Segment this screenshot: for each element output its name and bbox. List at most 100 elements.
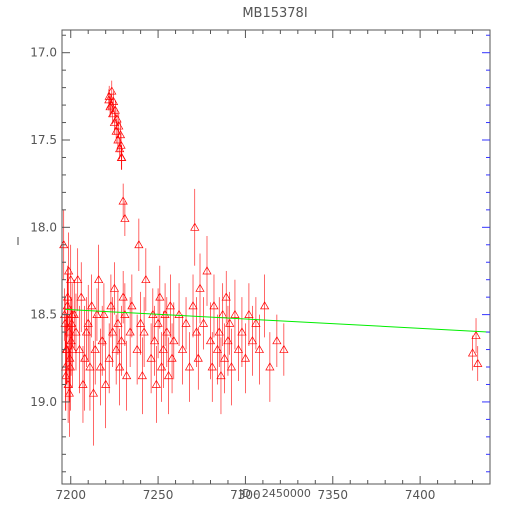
data-point: [88, 388, 99, 397]
x-tick-label: 7250: [143, 488, 174, 502]
data-point: [473, 358, 483, 367]
data-point: [113, 318, 123, 327]
data-point: [108, 327, 118, 336]
data-point: [146, 353, 156, 362]
data-point: [127, 301, 137, 310]
data-point: [94, 274, 104, 284]
data-point: [122, 371, 132, 380]
data-point: [137, 371, 147, 380]
data-point: [260, 301, 270, 310]
data-point: [467, 348, 478, 357]
data-point: [188, 301, 198, 310]
y-tick-label: 18.5: [30, 308, 57, 322]
data-point: [87, 301, 97, 310]
data-point: [244, 309, 254, 318]
data-point: [184, 362, 195, 371]
y-tick-label: 19.0: [30, 395, 57, 409]
data-point: [177, 344, 188, 353]
y-axis-label: I: [16, 235, 19, 248]
data-point: [219, 353, 230, 362]
x-tick-label: 7350: [318, 488, 349, 502]
data-point: [190, 222, 200, 231]
trend-line: [65, 308, 491, 333]
data-point: [237, 327, 247, 336]
data-point: [117, 152, 127, 161]
data-point: [67, 318, 77, 327]
data-point: [74, 344, 85, 353]
data-point: [230, 309, 240, 318]
data-point: [233, 344, 244, 353]
data-point: [225, 318, 235, 327]
data-marks: [59, 80, 483, 446]
data-point: [265, 362, 275, 371]
data-point: [60, 309, 70, 318]
data-point: [169, 336, 179, 345]
data-point: [65, 362, 75, 371]
data-point: [141, 274, 151, 284]
data-point: [207, 362, 217, 371]
data-point: [120, 309, 130, 318]
data-point: [165, 301, 175, 310]
data-point: [116, 140, 126, 149]
data-point: [195, 283, 205, 292]
data-point: [155, 292, 165, 301]
data-point: [247, 336, 258, 345]
data-point: [61, 371, 71, 380]
data-point: [136, 318, 146, 327]
data-point: [105, 102, 115, 111]
y-tick-label: 18.0: [30, 220, 57, 234]
data-point: [202, 266, 212, 275]
data-point: [471, 330, 481, 339]
data-point: [62, 344, 72, 353]
data-point: [181, 318, 191, 327]
data-point: [214, 327, 224, 336]
data-point: [149, 336, 160, 345]
data-point: [104, 95, 114, 104]
data-point: [85, 362, 95, 371]
data-point: [71, 327, 81, 336]
data-point: [226, 362, 237, 371]
data-point: [216, 371, 226, 380]
data-point: [118, 196, 128, 205]
data-point: [279, 344, 289, 353]
x-axis-label: JD - 2450000: [238, 487, 311, 500]
data-point: [65, 353, 75, 362]
data-point: [162, 327, 172, 336]
data-point: [83, 318, 93, 327]
data-point: [107, 86, 117, 95]
data-point: [99, 309, 109, 318]
data-point: [109, 283, 120, 292]
data-point: [134, 240, 144, 249]
data-point: [73, 274, 83, 284]
data-point: [151, 379, 161, 388]
data-point: [251, 318, 261, 327]
data-point: [104, 353, 114, 362]
data-point: [90, 344, 100, 353]
data-point: [64, 266, 74, 275]
data-point: [76, 292, 86, 301]
x-tick-label: 7400: [405, 488, 436, 502]
data-point: [64, 388, 74, 397]
data-point: [174, 309, 184, 318]
chart-title: MB15378I: [242, 6, 307, 21]
data-point: [120, 213, 130, 222]
data-point: [240, 353, 251, 362]
y-tick-label: 17.0: [30, 46, 57, 60]
data-point: [163, 371, 174, 380]
data-point: [66, 336, 76, 345]
y-tick-label: 17.5: [30, 133, 57, 147]
data-point: [132, 344, 142, 353]
data-point: [221, 292, 231, 301]
data-point: [101, 379, 111, 388]
data-point: [254, 344, 265, 353]
data-point: [272, 336, 282, 345]
data-point: [209, 301, 219, 310]
data-point: [198, 318, 209, 327]
axes: 7200 7250 7300 7350 7400 17.0 17.5 18.0 18.5 19.0: [30, 30, 491, 502]
data-point: [115, 130, 126, 139]
data-point: [158, 344, 168, 353]
plot-frame: [61, 29, 491, 485]
data-point: [193, 353, 203, 362]
x-tick-label: 7200: [55, 488, 86, 502]
